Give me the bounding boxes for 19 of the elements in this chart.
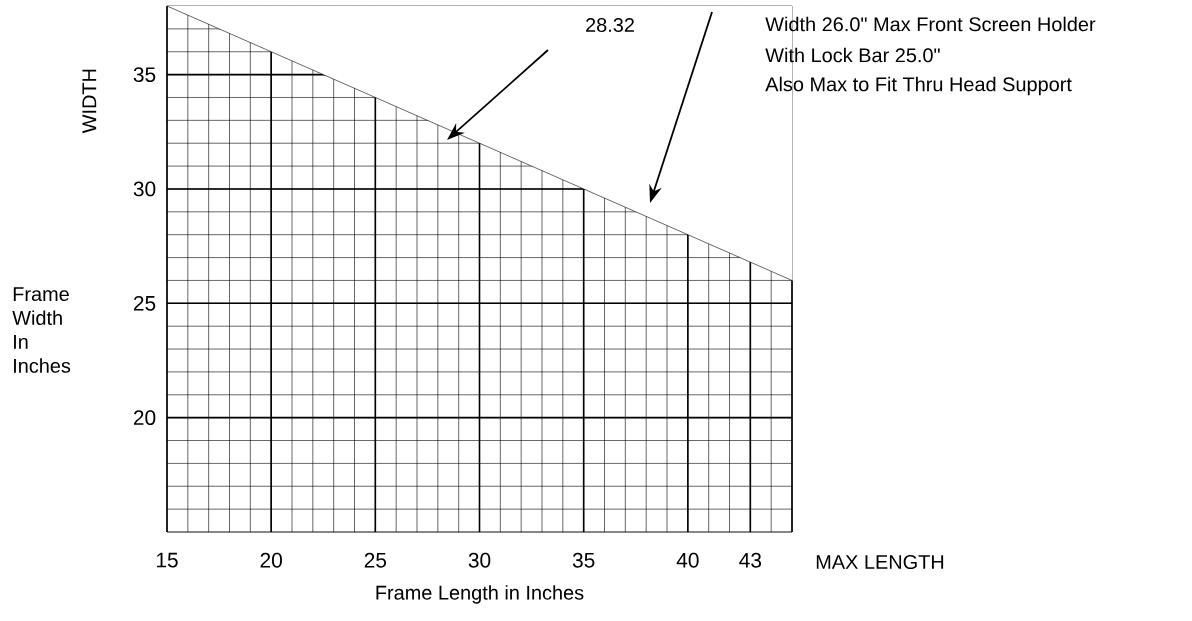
annotation: Also Max to Fit Thru Head Support xyxy=(765,76,1072,96)
x-tick-label: 35 xyxy=(572,552,595,568)
annotation: Width 26.0" Max Front Screen Holder xyxy=(765,16,1096,32)
x-tick-label: 40 xyxy=(676,552,699,568)
x-tick-label: 25 xyxy=(364,552,387,568)
x-tick-label: 20 xyxy=(260,552,282,568)
annotation: 28.32 xyxy=(586,17,634,33)
y-tick-label: 30 xyxy=(133,181,156,197)
x-tick-label: 43 xyxy=(739,552,762,568)
y-axis-title: WIDTH xyxy=(82,69,97,134)
x-tick-label: 15 xyxy=(156,552,178,568)
annotation: With Lock Bar 25.0" xyxy=(765,47,940,63)
y-tick-label: 35 xyxy=(133,67,156,83)
text: MAX LENGTH xyxy=(816,554,944,570)
y-tick-label: 25 xyxy=(133,295,156,311)
x-axis-title: Frame Length in Inches xyxy=(376,585,584,604)
text: Frame Width In Inches xyxy=(12,287,71,373)
y-tick-label: 20 xyxy=(133,410,156,426)
x-tick-label: 30 xyxy=(468,552,491,568)
